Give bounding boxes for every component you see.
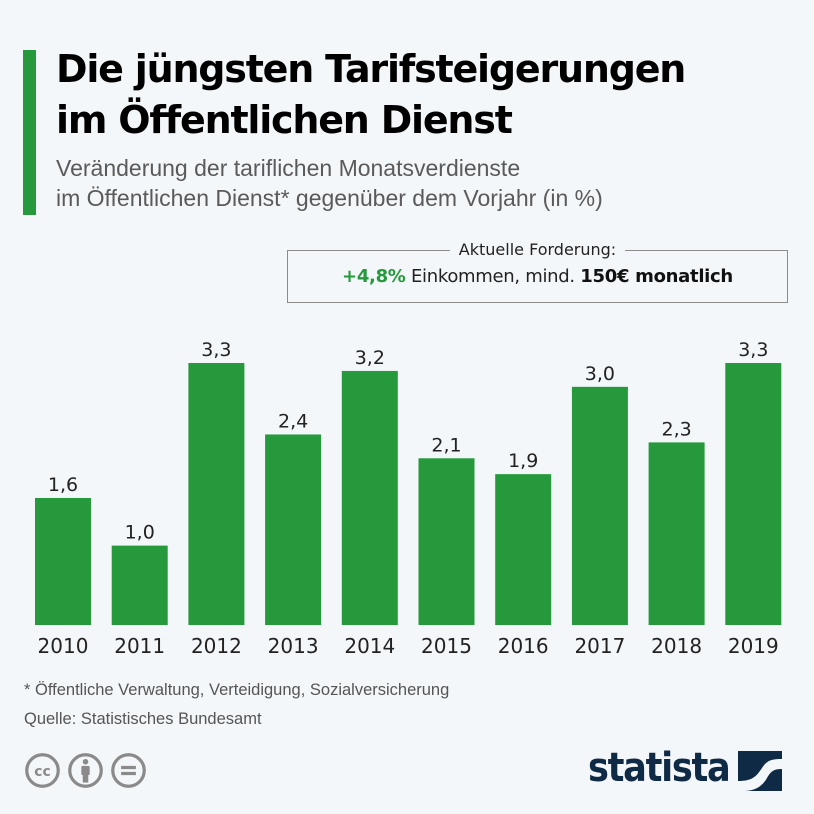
bar-2013: [265, 434, 322, 625]
bar-2011: [111, 545, 168, 625]
value-label-2013: 2,4: [278, 410, 308, 432]
demand-minimum: 150€ monatlich: [580, 266, 733, 287]
x-tick-2013: 2013: [268, 634, 319, 658]
subtitle-line-1: Veränderung der tariflichen Monatsverdie…: [56, 155, 521, 181]
svg-text:cc: cc: [34, 764, 50, 780]
chart-subtitle: Veränderung der tariflichen Monatsverdie…: [56, 153, 796, 213]
title-line-2: im Öffentlichen Dienst: [56, 98, 513, 142]
value-label-2010: 1,6: [48, 474, 78, 496]
subtitle-line-2: im Öffentlichen Dienst* gegenüber dem Vo…: [56, 185, 603, 211]
x-tick-2018: 2018: [651, 634, 702, 658]
current-demand-box: Aktuelle Forderung: +4,8% Einkommen, min…: [287, 240, 788, 303]
value-label-2018: 2,3: [661, 418, 691, 440]
demand-caption: Aktuelle Forderung:: [449, 240, 626, 259]
value-label-2014: 3,2: [355, 347, 385, 369]
bar-2014: [341, 370, 398, 625]
source-text: Quelle: Statistisches Bundesamt: [24, 710, 262, 728]
footnote-text: * Öffentliche Verwaltung, Verteidigung, …: [24, 681, 450, 699]
bar-2010: [35, 497, 91, 625]
bar-2019: [725, 363, 782, 625]
x-tick-2016: 2016: [498, 634, 549, 658]
footnotes: * Öffentliche Verwaltung, Verteidigung, …: [24, 676, 449, 734]
nd-icon[interactable]: [110, 752, 147, 789]
x-axis-labels: 2010 2011 2012 2013 2014 2015 2016 2017 2018 2019: [38, 634, 779, 658]
value-label-2011: 1,0: [125, 522, 155, 544]
x-tick-2014: 2014: [344, 634, 395, 658]
x-tick-2019: 2019: [728, 634, 779, 658]
bar-2018: [648, 442, 705, 625]
demand-percentage: +4,8%: [342, 266, 406, 287]
demand-middle-text: Einkommen, mind.: [405, 266, 581, 287]
license-icons: cc: [24, 752, 147, 789]
bar-2015: [418, 458, 475, 625]
bar-2016: [495, 474, 552, 625]
value-label-2016: 1,9: [508, 450, 538, 472]
x-tick-2010: 2010: [38, 634, 89, 658]
value-label-2017: 3,0: [585, 363, 615, 385]
value-label-2015: 2,1: [431, 434, 461, 456]
demand-text: +4,8% Einkommen, mind. 150€ monatlich: [288, 266, 787, 287]
chart-title: Die jüngsten Tarifsteigerungen im Öffent…: [56, 44, 806, 146]
bars-group: [35, 363, 782, 625]
statista-logo[interactable]: statista: [588, 745, 782, 791]
value-label-2012: 3,3: [201, 339, 231, 361]
by-icon[interactable]: [67, 752, 104, 789]
x-tick-2015: 2015: [421, 634, 472, 658]
brand-name: statista: [588, 745, 731, 791]
x-tick-2012: 2012: [191, 634, 242, 658]
x-tick-2011: 2011: [114, 634, 165, 658]
value-label-2019: 3,3: [738, 339, 768, 361]
statista-logo-mark-icon: [738, 751, 782, 791]
bar-2017: [571, 386, 628, 625]
cc-icon[interactable]: cc: [24, 752, 61, 789]
title-line-1: Die jüngsten Tarifsteigerungen: [56, 47, 686, 91]
bar-2012: [188, 363, 245, 625]
title-accent-bar: [23, 50, 36, 215]
x-tick-2017: 2017: [574, 634, 625, 658]
bar-chart: 1,61,03,32,43,22,11,93,02,33,3 2010 2011 2…: [35, 339, 782, 658]
value-labels-group: 1,6 1,0 3,3 2,4 3,2 2,1 1,9 3,0 2,3 3,3: [48, 339, 769, 544]
